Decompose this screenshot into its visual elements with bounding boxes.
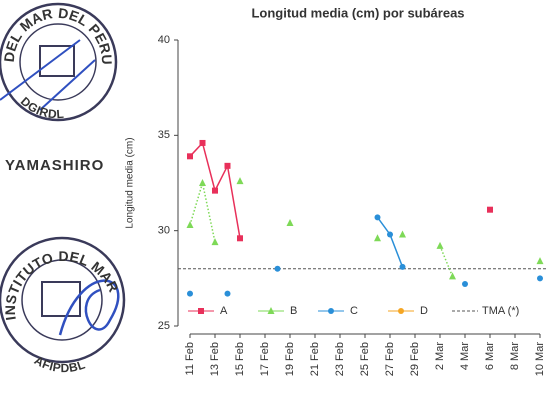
- marker: [449, 272, 456, 280]
- marker: [211, 238, 219, 246]
- legend-label: A: [220, 305, 228, 317]
- stamp: [0, 2, 126, 364]
- marker: [199, 139, 206, 146]
- x-tick-label: 29 Feb: [409, 342, 421, 376]
- stamp-text: AFIPDBL: [32, 353, 87, 375]
- marker: [387, 231, 393, 238]
- chart-title: Longitud media (cm) por subáreas: [251, 5, 464, 20]
- marker: [187, 290, 193, 297]
- x-tick-label: 17 Feb: [259, 342, 271, 376]
- legend-label: TMA (*): [482, 305, 519, 317]
- marker: [199, 179, 206, 186]
- marker: [186, 220, 194, 228]
- marker: [537, 275, 543, 282]
- series-line: [439, 245, 454, 277]
- y-tick-label: 35: [158, 129, 170, 141]
- marker: [274, 265, 281, 272]
- stamp-text: AFIPDBL: [32, 353, 87, 375]
- marker: [236, 177, 244, 185]
- legend-label: D: [420, 305, 428, 317]
- y-tick-label: 25: [158, 320, 170, 332]
- marker: [212, 187, 218, 194]
- x-tick-label: 15 Feb: [234, 342, 246, 376]
- marker: [374, 214, 381, 221]
- x-tick-label: 21 Feb: [309, 342, 321, 376]
- stamp-text: DGIRDL: [18, 94, 65, 121]
- legend-label: C: [350, 305, 358, 317]
- marker: [399, 263, 406, 270]
- x-tick-label: 25 Feb: [359, 342, 371, 376]
- x-tick-label: 27 Feb: [384, 342, 396, 376]
- series-line: [189, 182, 216, 243]
- marker: [399, 230, 406, 238]
- marker: [328, 308, 334, 314]
- marker: [286, 219, 294, 227]
- x-tick-label: 2 Mar: [434, 342, 446, 370]
- x-tick-label: 19 Feb: [284, 342, 296, 376]
- marker: [487, 206, 493, 213]
- stamp-text: DGIRDL: [18, 94, 65, 121]
- x-tick-label: 4 Mar: [459, 342, 471, 370]
- marker: [224, 290, 231, 297]
- marker: [436, 241, 444, 249]
- marker: [536, 257, 544, 265]
- x-tick-label: 10 Mar: [534, 342, 546, 377]
- marker: [267, 307, 275, 314]
- marker: [237, 235, 243, 242]
- x-tick-label: 13 Feb: [209, 342, 221, 376]
- x-tick-label: 11 Feb: [184, 342, 196, 375]
- x-tick-label: 8 Mar: [509, 342, 521, 370]
- y-axis-label: Longitud media (cm): [125, 137, 136, 228]
- marker: [187, 153, 193, 160]
- marker: [462, 281, 468, 288]
- legend-label: B: [290, 305, 297, 317]
- marker: [198, 308, 204, 314]
- marker: [224, 162, 231, 169]
- marker: [398, 308, 404, 314]
- marker: [374, 234, 381, 242]
- y-tick-label: 30: [158, 225, 170, 237]
- x-tick-label: 23 Feb: [334, 342, 346, 376]
- x-tick-label: 6 Mar: [484, 342, 496, 370]
- series-line: [376, 216, 404, 268]
- signature: YAMASHIRO: [5, 157, 104, 174]
- y-tick-label: 40: [158, 34, 170, 46]
